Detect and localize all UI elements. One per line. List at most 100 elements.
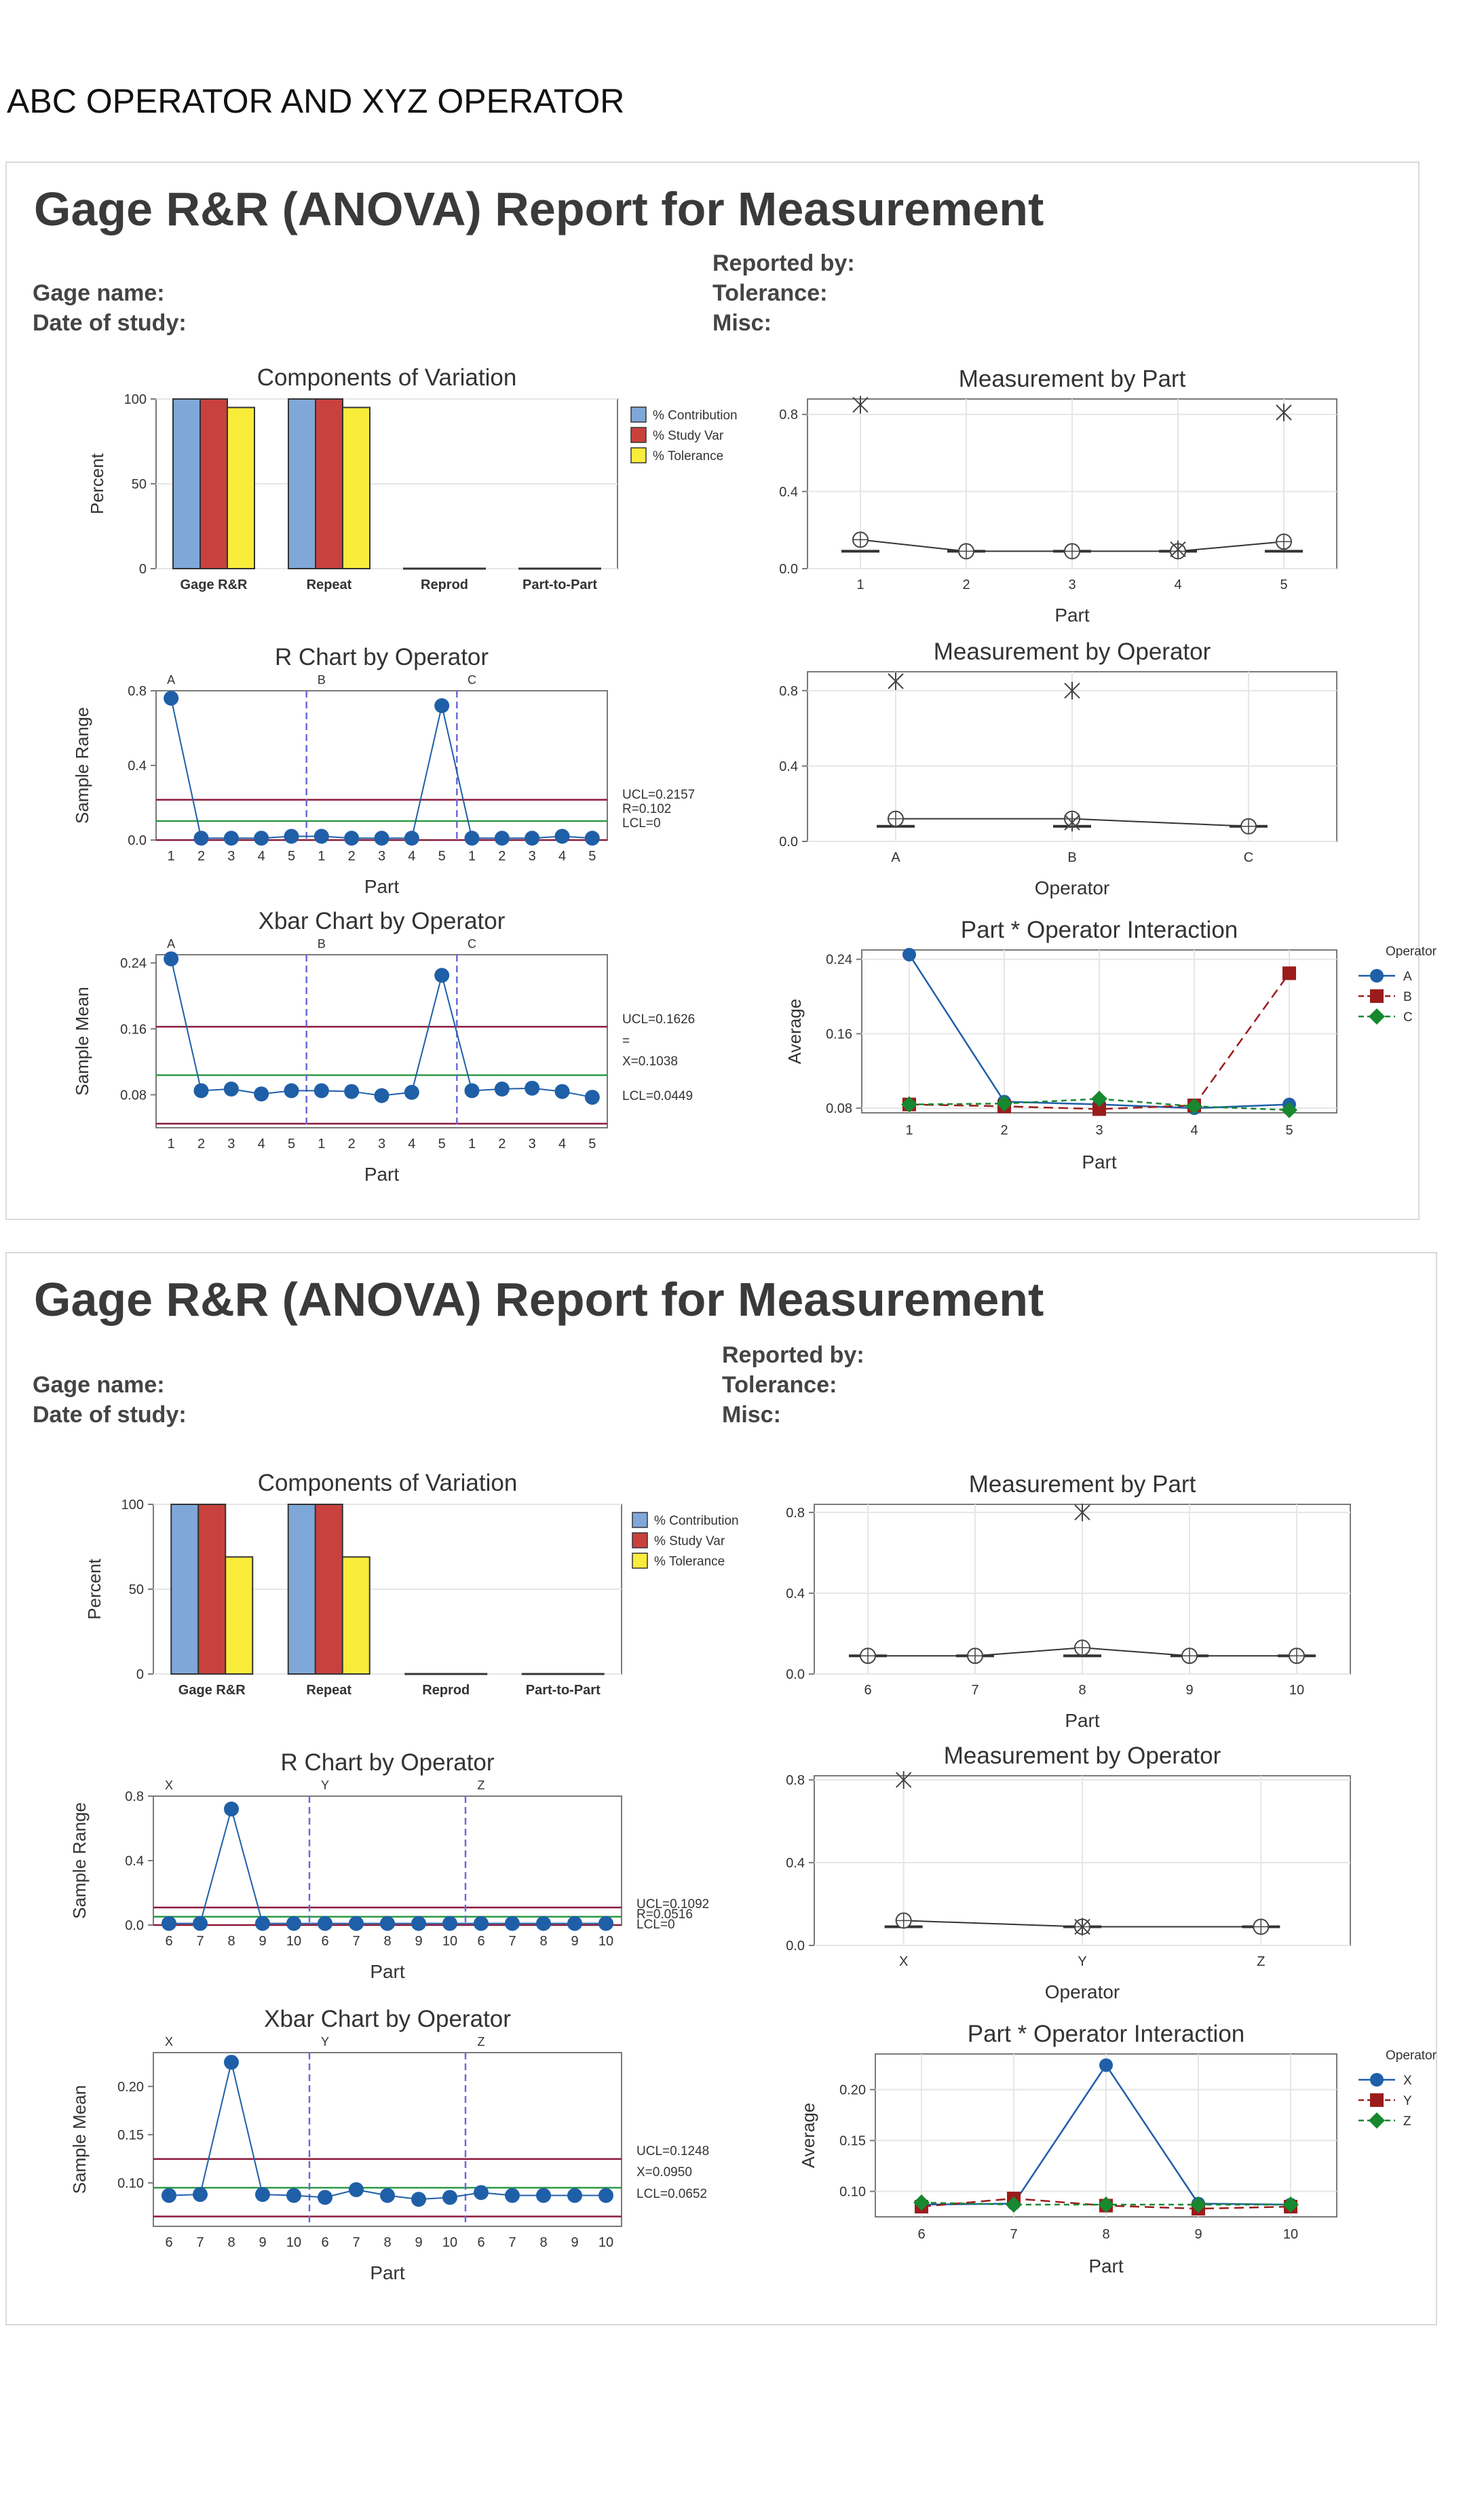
x-axis-label: Part xyxy=(1082,1152,1117,1173)
x-tick-label: 10 xyxy=(1283,2227,1298,2242)
series-marker xyxy=(1282,2196,1299,2213)
x-tick-label: 5 xyxy=(588,849,596,864)
measurement-by-operator-chart: Measurement by Operator 0.0 0.4 0.8 X Y Z Opera… xyxy=(786,1743,1351,2002)
series-marker xyxy=(901,1096,917,1113)
operator-group-label: B xyxy=(318,937,326,951)
x-tick-label: 8 xyxy=(1078,1683,1086,1698)
data-point xyxy=(193,2187,208,2203)
y-axis-label: Sample Range xyxy=(72,707,92,824)
y-tick-label: 0.8 xyxy=(786,1773,805,1788)
x-tick-label: Z xyxy=(1257,1954,1265,1969)
data-point xyxy=(404,831,419,846)
chart-title: Part * Operator Interaction xyxy=(961,917,1238,943)
legend-swatch xyxy=(630,406,647,423)
x-tick-label: 3 xyxy=(378,1137,385,1152)
report-meta-right: Reported by: Tolerance: Misc: xyxy=(712,248,855,338)
x-tick-label: 6 xyxy=(321,2235,328,2250)
y-tick-label: 0 xyxy=(139,562,147,577)
legend-label: % Study Var xyxy=(654,1534,725,1548)
data-point xyxy=(380,2188,395,2203)
part-operator-interaction-chart: Part * Operator Interaction 0.08 0.16 0.24 A… xyxy=(784,917,1437,1173)
data-point xyxy=(224,2055,239,2070)
x-tick-label: Repeat xyxy=(306,1683,351,1698)
plot-frame xyxy=(155,690,608,841)
legend-label: % Tolerance xyxy=(654,1555,725,1569)
y-tick-label: 0.20 xyxy=(117,2080,144,2095)
x-tick-label: 8 xyxy=(383,2235,391,2250)
x-tick-label: Repeat xyxy=(307,577,352,592)
x-tick-label: 2 xyxy=(197,1137,205,1152)
x-tick-label: 8 xyxy=(383,1934,391,1949)
y-tick-label: 0.16 xyxy=(120,1022,147,1037)
legend-label: C xyxy=(1403,1010,1413,1025)
operator-group-label: X xyxy=(165,2035,173,2049)
x-tick-label: Reprod xyxy=(422,1683,470,1698)
data-point xyxy=(554,829,570,844)
x-tick-label: Part-to-Part xyxy=(526,1683,601,1698)
control-limit-label: = xyxy=(622,1034,630,1048)
bar xyxy=(227,406,255,569)
report-title: Gage R&R (ANOVA) Report for Measurement xyxy=(34,1273,1044,1326)
x-tick-label: 6 xyxy=(477,1934,484,1949)
xbar-chart-by-operator: Xbar Chart by Operator 0.10 0.15 0.20 Sample… xyxy=(69,2006,709,2283)
legend-marker xyxy=(1370,2073,1384,2087)
y-tick-label: 0.8 xyxy=(125,1789,144,1804)
legend-swatch xyxy=(632,1512,648,1528)
outlier-asterisk xyxy=(1276,403,1292,421)
x-tick-label: 1 xyxy=(905,1123,913,1138)
data-point xyxy=(344,831,360,846)
y-tick-label: 0.10 xyxy=(839,2185,866,2200)
bar xyxy=(404,1673,434,1675)
data-point xyxy=(567,2188,582,2203)
bar xyxy=(548,1673,577,1675)
x-tick-label: B xyxy=(1067,850,1076,865)
y-tick-label: 0.4 xyxy=(128,759,147,774)
data-point xyxy=(223,1081,239,1097)
control-limit-label: UCL=0.1626 xyxy=(622,1012,695,1027)
y-tick-label: 0.4 xyxy=(779,484,798,499)
mean-symbol-cross xyxy=(860,1648,875,1664)
operator-group-label: Y xyxy=(321,1778,329,1792)
report-meta-left: Gage name: Date of study: xyxy=(33,278,187,338)
data-point xyxy=(284,1083,299,1099)
outlier-asterisk xyxy=(1064,681,1080,700)
y-tick-label: 0.0 xyxy=(779,562,798,577)
data-point xyxy=(254,831,269,846)
mean-symbol-cross xyxy=(1182,1648,1197,1664)
legend-label: % Tolerance xyxy=(653,449,723,463)
data-point xyxy=(161,2188,176,2203)
series-marker xyxy=(902,947,916,962)
reported-by-label: Reported by: xyxy=(722,1342,864,1368)
y-tick-label: 0.15 xyxy=(117,2128,144,2143)
data-point xyxy=(254,1086,269,1102)
y-tick-label: 0 xyxy=(136,1667,144,1682)
operator-group-label: C xyxy=(468,673,476,687)
bar xyxy=(341,1556,370,1675)
chart-title: Measurement by Operator xyxy=(944,1743,1221,1769)
x-tick-label: 2 xyxy=(348,1137,356,1152)
y-axis-label: Sample Range xyxy=(69,1802,90,1919)
chart-title: R Chart by Operator xyxy=(275,644,489,670)
x-axis-label: Part xyxy=(1054,605,1090,626)
tolerance-label: Tolerance: xyxy=(722,1372,837,1398)
x-tick-label: 8 xyxy=(1102,2227,1109,2242)
data-point xyxy=(474,1916,489,1931)
x-tick-label: 5 xyxy=(1285,1123,1293,1138)
y-tick-label: 0.16 xyxy=(826,1027,852,1042)
x-tick-label: 9 xyxy=(415,2235,422,2250)
x-tick-label: 10 xyxy=(442,1934,457,1949)
data-point xyxy=(318,1916,332,1931)
data-point xyxy=(442,1916,457,1931)
y-tick-label: 0.0 xyxy=(786,1939,805,1954)
data-point xyxy=(525,1080,540,1096)
data-point xyxy=(318,2190,332,2205)
x-tick-label: 9 xyxy=(259,1934,266,1949)
data-point xyxy=(598,2188,613,2203)
mean-symbol-cross xyxy=(1253,1919,1269,1935)
control-limit-label: UCL=0.1248 xyxy=(636,2144,709,2158)
mean-symbol-cross xyxy=(1289,1648,1304,1664)
control-limit-label: UCL=0.2157 xyxy=(622,788,695,802)
outlier-asterisk xyxy=(852,396,869,414)
mean-symbol-cross xyxy=(896,1913,911,1928)
y-tick-label: 0.0 xyxy=(125,1918,144,1933)
